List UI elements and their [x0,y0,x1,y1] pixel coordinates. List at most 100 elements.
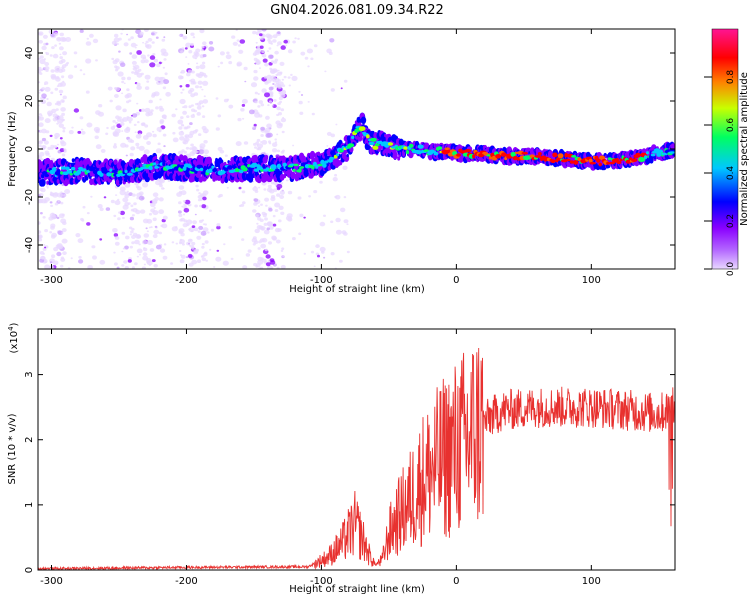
spectral-peak [573,160,579,165]
speckle [131,113,138,118]
speckle [54,136,58,140]
speckle [334,195,338,199]
speckle [56,216,60,220]
speckle [175,242,178,245]
speckle [38,238,43,242]
speckle [62,130,66,133]
speckle [224,154,228,157]
snr-scale-label: (x104) [7,322,20,353]
speckle [182,124,185,127]
speckle [238,186,242,190]
speckle [207,231,210,234]
speckle [194,213,197,216]
speckle [281,130,285,134]
spectral-blob [290,171,296,180]
speckle [82,73,86,76]
speckle [53,29,56,32]
spectral-peak [168,169,175,172]
speckle [113,143,117,146]
speckle [61,75,65,79]
spectral-peak [70,166,76,171]
speckle [195,65,200,70]
speckle [38,198,42,204]
speckle [256,222,259,225]
spectral-blob [253,155,258,162]
speckle [202,115,206,118]
speckle [145,227,148,230]
speckle [44,118,51,124]
speckle [178,228,185,234]
speckle [158,197,164,202]
speckle [50,204,53,207]
speckle [188,105,192,109]
speckle [105,132,109,136]
speckle [202,196,207,201]
speckle [201,204,207,209]
speckle [61,232,64,234]
spectral-peak [596,158,601,163]
spectral-peak [148,165,153,171]
speckle [123,82,126,85]
speckle [85,58,92,64]
speckle [42,247,47,251]
colorbar-tick-label: 0.2 [726,214,736,228]
speckle [257,247,261,250]
speckle [40,212,43,215]
speckle [55,244,61,249]
speckle [231,35,236,39]
speckle [180,116,184,120]
speckle [118,211,121,214]
speckle [153,207,156,209]
speckle [54,44,57,47]
speckle [62,251,67,256]
speckle [138,191,144,196]
spectral-blob [154,155,158,160]
speckle [202,99,209,104]
speckle [263,229,270,235]
speckle [270,75,276,81]
speckle [152,234,158,239]
speckle [263,188,267,191]
speckle [183,200,186,203]
speckle [265,133,272,138]
speckle [216,223,221,227]
speckle [131,266,135,269]
speckle [280,249,284,252]
speckle [132,65,135,68]
spectral-peak [635,152,641,158]
speckle [189,147,193,151]
speckle [117,217,121,221]
speckle [180,91,183,94]
speckle [192,113,195,116]
speckle [140,54,146,59]
speckle [50,144,55,148]
speckle [300,51,306,56]
speckle [143,247,146,250]
speckle [119,186,126,192]
speckle [114,236,117,239]
speckle [260,134,264,137]
speckle [299,111,304,116]
spectral-blob [387,152,391,158]
speckle [196,259,202,264]
speckle [193,109,197,113]
speckle [199,204,202,208]
speckle [235,29,238,31]
speckle [323,214,326,217]
speckle [330,133,335,138]
speckle [202,227,209,233]
speckle [121,250,124,253]
spectral-peak [405,150,410,155]
speckle [98,111,104,117]
spectral-blob [522,160,526,164]
speckle [188,262,194,267]
speckle [198,133,202,137]
speckle [271,104,274,107]
speckle [201,105,205,108]
speckle [275,73,279,77]
snr-xlabel: Height of straight line (km) [289,584,425,595]
speckle [142,239,148,245]
speckle [279,61,285,66]
speckle [107,86,113,91]
speckle [252,52,257,56]
